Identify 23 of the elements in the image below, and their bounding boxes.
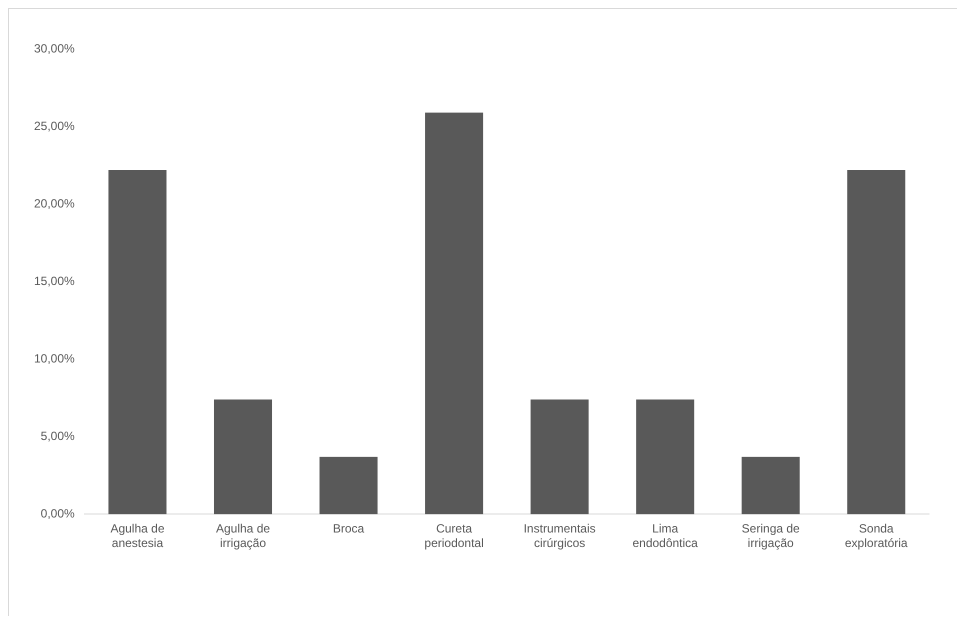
y-tick-label: 15,00% <box>34 274 76 288</box>
x-tick-label: Seringa de irrigação <box>742 522 800 550</box>
x-tick-label: Agulha de irrigação <box>216 522 270 550</box>
x-tick-label: Agulha de anestesia <box>110 522 165 550</box>
y-tick-label: 10,00% <box>34 351 76 366</box>
y-tick-label: 5,00% <box>40 428 76 443</box>
bar <box>742 456 800 514</box>
bar <box>530 399 589 514</box>
y-tick-label: 30,00% <box>34 41 76 56</box>
x-tick-label: Lima endodôntica <box>632 522 698 550</box>
x-tick-label: Instrumentais cirúrgicos <box>524 522 596 550</box>
bar <box>847 170 906 514</box>
x-tick-label: Broca <box>332 522 365 536</box>
bar <box>214 399 272 514</box>
x-tick-label: Cureta periodontal <box>424 522 484 550</box>
y-tick-label: 0,00% <box>40 506 76 521</box>
bar <box>108 170 166 514</box>
y-tick-label: 25,00% <box>34 118 76 133</box>
bar <box>636 399 694 514</box>
bar <box>425 112 484 514</box>
x-tick-label: Sonda exploratória <box>844 522 908 550</box>
y-tick-label: 20,00% <box>34 196 76 210</box>
bar <box>320 456 378 514</box>
